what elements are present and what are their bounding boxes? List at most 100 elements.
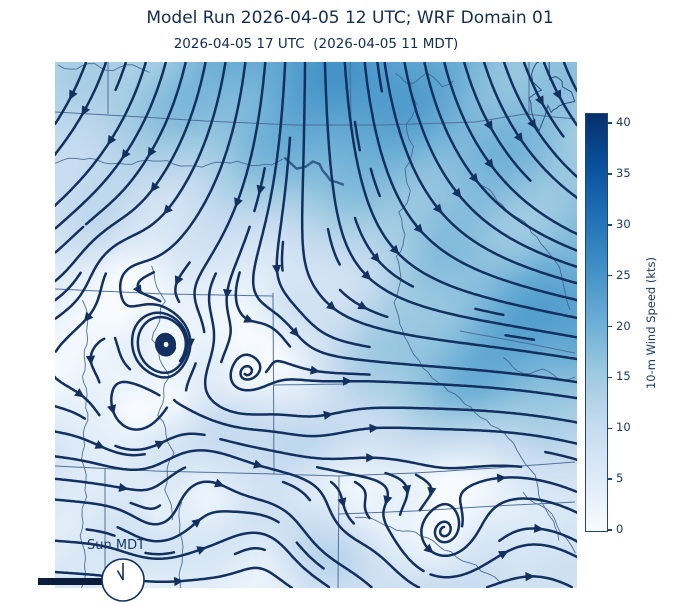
streamline-path	[458, 476, 577, 528]
colorbar-tick	[608, 224, 612, 226]
colorbar-tick	[608, 325, 612, 328]
colorbar-tick	[608, 427, 612, 429]
streamline-path	[113, 336, 132, 371]
streamline-arrowhead	[243, 314, 254, 323]
streamline-path	[443, 62, 577, 236]
streamline-path	[264, 359, 371, 376]
clock-hour-hand	[116, 570, 124, 581]
streamline-path	[295, 541, 325, 570]
streamline-arrowhead	[85, 355, 96, 366]
map-plot	[55, 62, 577, 588]
streamline-arrowhead	[498, 550, 509, 560]
streamline-arrowhead	[357, 300, 368, 310]
streamline-path	[184, 362, 197, 392]
streamline-arrowhead	[432, 203, 443, 214]
streamline-arrowhead	[343, 376, 353, 386]
streamline-arrowhead	[361, 270, 372, 281]
streamline-path	[55, 225, 85, 254]
streamline-arrowhead	[174, 275, 184, 286]
river	[151, 265, 175, 521]
streamline-arrowhead	[389, 244, 400, 255]
streamline-path	[353, 480, 371, 520]
streamline-arrowhead	[469, 172, 479, 184]
streamline-path	[544, 450, 577, 462]
streamline-arrowhead	[535, 95, 544, 106]
colorbar-tick-label: 30	[616, 216, 631, 231]
state-border	[55, 111, 576, 126]
streamline-path	[55, 62, 207, 283]
streamline-path	[375, 62, 384, 93]
streamline-arrowhead	[107, 134, 117, 146]
streamline-arrowhead	[413, 223, 424, 234]
figure-title: Model Run 2026-04-05 12 UTC; WRF Domain …	[146, 8, 554, 28]
streamline-arrowhead	[74, 388, 85, 398]
state-border	[55, 288, 274, 297]
streamline-path	[281, 480, 312, 502]
streamline-path	[504, 334, 536, 341]
streamline-path	[369, 167, 382, 198]
streamline-arrowhead	[289, 326, 300, 337]
streamline-arrowhead	[162, 333, 173, 343]
streamline-arrowhead	[150, 181, 160, 193]
streamline-path	[280, 240, 285, 272]
state-border	[459, 330, 576, 354]
streamline-arrowhead	[370, 252, 381, 263]
streamline-path	[275, 136, 371, 349]
streamline-arrowhead	[383, 495, 393, 506]
colorbar-tick	[608, 122, 612, 124]
state-border	[337, 475, 340, 588]
streamline-arrowhead	[484, 158, 494, 169]
streamline-path	[144, 551, 176, 556]
clock-icon	[101, 558, 145, 602]
streamline-path	[110, 380, 169, 431]
streamline-arrowhead	[121, 149, 131, 160]
colorbar-tick	[608, 478, 612, 480]
streamline-path	[55, 404, 87, 420]
streamline-arrowhead	[483, 120, 493, 131]
streamline-path	[84, 62, 187, 226]
streamline-path	[326, 227, 341, 266]
streamline-arrowhead	[326, 300, 337, 311]
streamline-arrowhead	[185, 338, 195, 349]
streamline-path	[114, 62, 127, 91]
streamline-arrowhead	[196, 546, 207, 555]
streamline-path	[483, 62, 577, 200]
streamline-path	[323, 62, 577, 339]
streamline-arrowhead	[256, 184, 266, 196]
colorbar-tick-label: 35	[616, 166, 631, 181]
streamline-path	[85, 528, 116, 537]
river	[395, 72, 454, 88]
streamline-arrowhead	[163, 204, 173, 215]
streamline-arrowhead	[552, 89, 562, 100]
streamline-path	[233, 547, 266, 556]
streamline-path	[55, 271, 82, 302]
colorbar-tick-label: 40	[616, 115, 631, 130]
streamline-arrowhead	[369, 423, 380, 433]
streamlines-overlay	[55, 62, 577, 588]
colorbar-tick-label: 20	[616, 318, 631, 333]
streamline-path	[353, 120, 362, 152]
streamline-arrowhead	[147, 146, 157, 158]
colorbar-tick	[608, 529, 612, 531]
streamline-arrowhead	[366, 453, 376, 463]
river	[354, 516, 501, 583]
streamline-arrowhead	[337, 497, 347, 508]
streamline-arrowhead	[81, 105, 91, 116]
colorbar-tick	[608, 376, 612, 379]
streamline-arrowhead	[310, 365, 321, 375]
river	[478, 183, 571, 310]
wind-speed-field	[55, 62, 577, 588]
streamline-path	[129, 501, 162, 510]
streamline-arrowhead	[513, 132, 523, 143]
river	[178, 501, 184, 588]
streamline-arrowhead	[272, 264, 282, 275]
streamline-arrowhead	[401, 484, 411, 495]
colorbar-tick-label: 25	[616, 267, 631, 282]
streamline-arrowhead	[154, 440, 166, 450]
figure-subtitle: 2026-04-05 17 UTC (2026-04-05 11 MDT)	[173, 36, 459, 52]
river	[393, 81, 560, 541]
river	[522, 491, 576, 554]
streamline-path	[474, 307, 505, 317]
colorbar-tick-label: 5	[616, 471, 624, 486]
